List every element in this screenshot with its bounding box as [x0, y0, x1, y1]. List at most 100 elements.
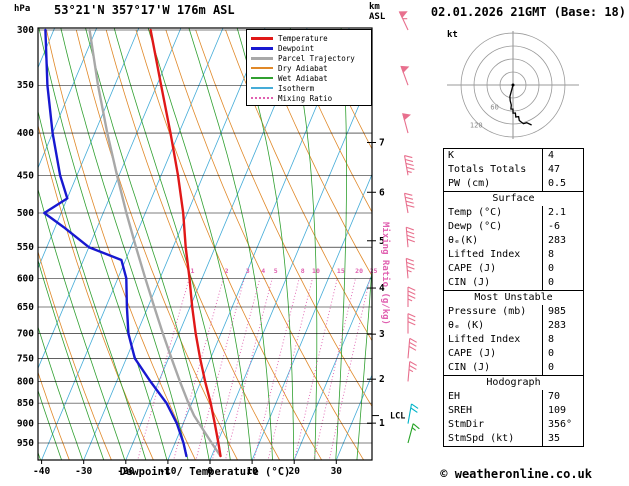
hodograph-origin-dot — [511, 83, 515, 87]
table-row: SREH 109 — [444, 404, 583, 418]
legend-item-dry-adiabat: Dry Adiabat — [251, 63, 367, 73]
svg-text:950: 950 — [17, 438, 34, 449]
surface-box: Surface Temp (°C) 2.1 Dewp (°C) -6 θₑ(K) 28… — [443, 191, 584, 291]
stat-value: 0.5 — [548, 178, 567, 189]
isotherms-layer — [38, 28, 372, 460]
svg-text:600: 600 — [17, 273, 34, 284]
table-row: Lifted Index 8 — [444, 333, 583, 347]
hodograph-box: Hodograph EH 70 SREH 109 StmDir 356° StmSpd… — [443, 375, 584, 447]
stat-label: CAPE (J) — [444, 262, 543, 276]
hodograph-ring-label: 120 — [470, 122, 483, 130]
legend-item-dewpoint: Dewpoint — [251, 43, 367, 53]
wind-barb — [402, 113, 411, 134]
legend-item-mixing-ratio: Mixing Ratio — [251, 93, 367, 103]
svg-text:4: 4 — [379, 283, 385, 294]
hodograph-ring — [499, 71, 527, 99]
svg-text:30: 30 — [331, 466, 343, 477]
table-row: Pressure (mb) 985 — [444, 305, 583, 319]
mixing-ratio-layer — [137, 278, 371, 460]
stat-label: K — [444, 149, 543, 163]
svg-text:-40: -40 — [33, 466, 50, 477]
svg-text:4: 4 — [261, 267, 265, 275]
svg-text:450: 450 — [17, 170, 34, 181]
legend-label: Mixing Ratio — [278, 93, 333, 103]
stat-value: 8 — [548, 334, 555, 345]
svg-text:-10: -10 — [159, 466, 176, 477]
isotherm-line-swatch — [251, 87, 273, 89]
wind-barb — [398, 11, 409, 31]
hodograph-trace — [509, 84, 532, 126]
wind-barb — [407, 423, 420, 444]
svg-text:15: 15 — [337, 267, 345, 275]
stat-label: CIN (J) — [444, 361, 543, 375]
altitude-unit-km: km — [369, 2, 380, 12]
legend-label: Wet Adiabat — [278, 73, 328, 83]
svg-text:8: 8 — [301, 267, 305, 275]
svg-text:500: 500 — [17, 208, 34, 219]
stat-value: 0 — [548, 277, 555, 288]
station-title: 53°21'N 357°17'W 176m ASL — [54, 3, 235, 17]
section-title: Hodograph — [486, 377, 541, 388]
table-row: Lifted Index 8 — [444, 248, 583, 262]
svg-text:2: 2 — [379, 374, 385, 385]
legend-label: Parcel Trajectory — [278, 53, 355, 63]
stat-value: 283 — [548, 320, 567, 331]
stat-value: 356° — [548, 419, 573, 430]
svg-text:900: 900 — [17, 419, 34, 430]
svg-text:350: 350 — [17, 80, 34, 91]
stat-label: Lifted Index — [444, 248, 543, 262]
wind-barb — [403, 155, 415, 176]
stat-label: SREH — [444, 404, 543, 418]
svg-text:10: 10 — [246, 466, 258, 477]
svg-text:650: 650 — [17, 302, 34, 313]
legend-item-temperature: Temperature — [251, 33, 367, 43]
dry-adiabat-line-swatch — [251, 67, 273, 69]
altitude-unit-asl: ASL — [369, 12, 386, 22]
lcl-label: LCL — [390, 412, 405, 422]
svg-text:3: 3 — [246, 267, 250, 275]
stat-value: 985 — [548, 306, 567, 317]
legend-label: Dewpoint — [278, 43, 315, 53]
stat-label: Pressure (mb) — [444, 305, 543, 319]
svg-text:-30: -30 — [75, 466, 92, 477]
stat-label: StmDir — [444, 418, 543, 432]
wind-barbs — [398, 11, 420, 444]
svg-text:550: 550 — [17, 242, 34, 253]
wind-barb — [405, 257, 415, 279]
svg-text:850: 850 — [17, 398, 34, 409]
svg-text:6: 6 — [379, 187, 385, 198]
table-row: EH 70 — [444, 390, 583, 404]
background-lines — [38, 28, 372, 460]
legend-box: Temperature Dewpoint Parcel Trajectory D… — [246, 29, 372, 106]
legend-item-isotherm: Isotherm — [251, 83, 367, 93]
svg-text:20: 20 — [355, 267, 363, 275]
table-row: StmSpd (kt) 35 — [444, 432, 583, 446]
wind-barb — [407, 337, 417, 359]
svg-text:0: 0 — [207, 466, 213, 477]
stat-label: Totals Totals — [444, 163, 543, 177]
svg-text:700: 700 — [17, 329, 34, 340]
wet-adiabats-layer — [38, 28, 372, 460]
pressure-unit-label: hPa — [14, 4, 31, 14]
sounding-curves — [43, 28, 222, 458]
stat-value: 0 — [548, 263, 555, 274]
axis-labels: 1 2 3 4 5 8 10 15 20 2530035040045050055060065070… — [17, 25, 385, 477]
svg-text:300: 300 — [17, 25, 34, 36]
table-row: CAPE (J) 0 — [444, 347, 583, 361]
mixing-ratio-axis-label: Mixing Ratio (g/kg) — [380, 222, 390, 325]
svg-text:10: 10 — [312, 267, 320, 275]
legend-label: Isotherm — [278, 83, 315, 93]
wind-barb — [405, 226, 416, 248]
table-row: CIN (J) 0 — [444, 361, 583, 375]
most-unstable-box: Most Unstable Pressure (mb) 985 θₑ (K) 283… — [443, 290, 584, 376]
hodograph-ring — [473, 45, 553, 125]
parcel-line-swatch — [251, 56, 273, 60]
svg-text:-20: -20 — [117, 466, 134, 477]
stat-value: 0 — [548, 348, 555, 359]
altitude-unit-label: km ASL — [369, 2, 385, 22]
x-axis-label: Dewpoint / Temperature (°C) — [119, 466, 291, 478]
table-row: Totals Totals 47 — [444, 163, 583, 177]
